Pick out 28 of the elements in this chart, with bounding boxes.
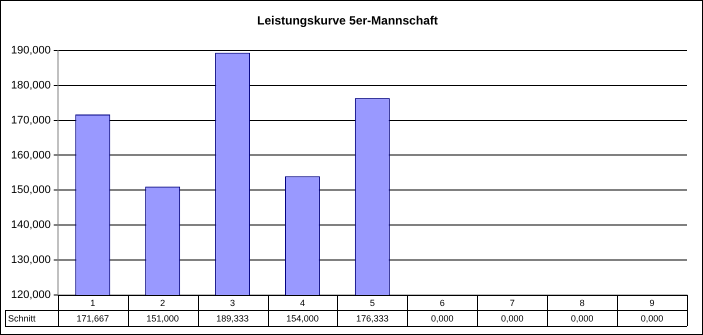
data-label: 171,667 <box>76 313 109 324</box>
x-tick-label: 5 <box>370 298 375 308</box>
text: 0,000 <box>431 313 454 324</box>
text: Schnitt <box>8 313 36 324</box>
x-tick-label: 8 <box>580 298 585 308</box>
chart-title: Leistungskurve 5er-Mannschaft <box>257 14 438 28</box>
y-tick-label: 140,000 <box>10 219 51 232</box>
x-tick-label: 1 <box>90 298 96 308</box>
y-tick-label: 120,000 <box>10 289 51 302</box>
data-label: 176,333 <box>356 313 389 324</box>
y-tick-label: 170,000 <box>10 114 51 126</box>
data-label: 189,333 <box>216 313 249 324</box>
x-tick-label: 4 <box>300 298 305 308</box>
y-tick-label: 190,000 <box>10 44 51 56</box>
x-tick-label: 2 <box>160 298 166 308</box>
text: 0,000 <box>570 313 594 324</box>
y-tick-label: 130,000 <box>10 254 51 266</box>
data-label: 154,000 <box>286 313 319 324</box>
text: 0,000 <box>640 313 664 324</box>
x-tick-label: 7 <box>510 298 515 308</box>
data-label: 151,000 <box>146 313 179 324</box>
x-tick-label: 3 <box>230 298 236 308</box>
y-tick-label: 180,000 <box>10 79 51 92</box>
x-tick-label: 9 <box>650 298 655 308</box>
text: 0,000 <box>500 313 524 324</box>
y-tick-label: 150,000 <box>10 184 51 196</box>
y-tick-label: 160,000 <box>10 149 51 162</box>
x-tick-label: 6 <box>440 298 445 308</box>
